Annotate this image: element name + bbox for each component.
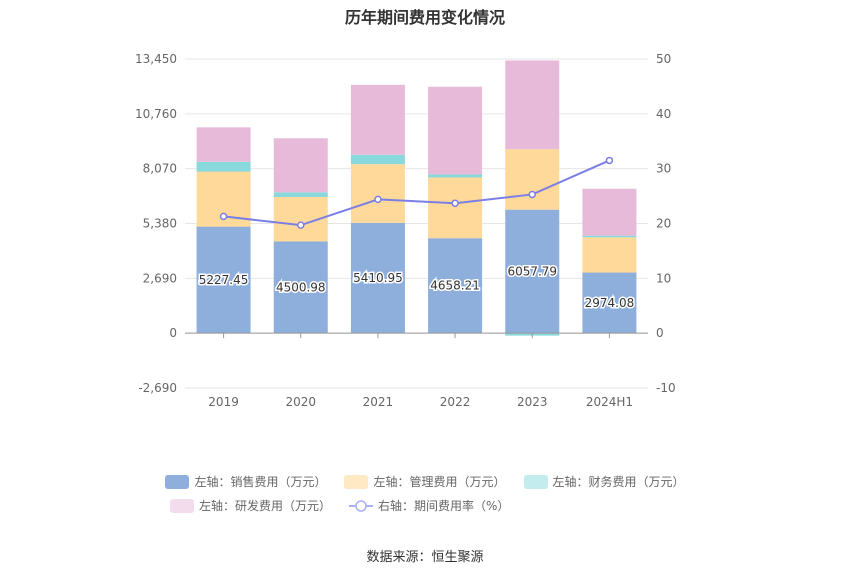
legend-swatch-sales (165, 474, 190, 489)
legend-swatch-rate (349, 499, 374, 512)
bar-rnd (273, 138, 328, 193)
bar-value-label: 5410.95 (353, 271, 403, 285)
bar-finance (196, 161, 251, 172)
source-note: 数据来源：恒生聚源 (366, 550, 484, 565)
legend-label-finance: 左轴：财务费用（万元） (552, 475, 685, 489)
bar-sales (582, 272, 637, 334)
bar-sales (273, 241, 328, 334)
bar-finance (350, 154, 405, 165)
legend-swatch-rnd (170, 498, 194, 513)
legend-item-rate[interactable]: 右轴：期间费用率（%） (349, 497, 509, 514)
x-tick-label: 2021 (363, 395, 394, 409)
bar-sales (350, 222, 405, 334)
legend-label-rate: 右轴：期间费用率（%） (378, 499, 510, 513)
left-tick-label: 10,760 (135, 107, 177, 121)
bar-value-label: 4658.21 (430, 279, 480, 293)
legend-item-finance[interactable]: 左轴：财务费用（万元） (523, 473, 685, 490)
left-tick-label: 8,070 (143, 162, 177, 176)
rate-point (605, 156, 614, 165)
left-tick-label: 0 (169, 326, 177, 340)
right-tick-label: 20 (656, 217, 671, 231)
right-tick-label: 50 (656, 52, 671, 66)
x-tick-label: 2020 (285, 395, 316, 409)
bar-admin (582, 237, 637, 273)
bar-value-label: 4500.98 (276, 280, 326, 294)
x-tick-label: 2024H1 (586, 395, 633, 409)
bar-rnd (505, 60, 560, 150)
bar-admin (350, 164, 405, 223)
rate-line (219, 156, 614, 229)
legend-item-sales[interactable]: 左轴：销售费用（万元） (165, 473, 326, 490)
chart-title: 历年期间费用变化情况 (344, 8, 505, 27)
legend-label-rnd: 左轴：研发费用（万元） (199, 499, 332, 513)
rate-series-line (223, 159, 610, 227)
rate-point (297, 221, 305, 229)
bar-value-label: 2974.08 (585, 296, 635, 310)
legend-row-2: 左轴：研发费用（万元） 右轴：期间费用率（%） (0, 497, 850, 514)
right-tick-label: 30 (656, 162, 671, 176)
rate-point (219, 212, 228, 221)
bar-value-label: 6057.79 (507, 264, 557, 278)
legend-row-1: 左轴：销售费用（万元） 左轴：管理费用（万元） 左轴：财务费用（万元） (0, 473, 850, 490)
grid-lines (185, 58, 648, 389)
left-axis: -2,690 0 2,690 5,380 8,070 10,760 13,450 (135, 52, 177, 395)
right-tick-label: -10 (656, 381, 676, 395)
data-labels: 5227.45 4500.98 5410.95 4658.21 6057.79 2974.… (197, 263, 635, 311)
rate-point (374, 195, 382, 204)
legend-swatch-finance (523, 474, 548, 489)
bar-finance (273, 192, 328, 197)
x-axis: 2019 2020 2021 2022 2023 2024H1 (185, 332, 648, 409)
bar-rnd (582, 188, 637, 236)
bar-sales (505, 209, 560, 334)
bar-finance (428, 174, 483, 178)
legend-item-rnd[interactable]: 左轴：研发费用（万元） (170, 497, 331, 514)
bars (196, 60, 637, 336)
legend-swatch-admin (344, 474, 369, 489)
bar-rnd (350, 84, 405, 155)
x-tick-label: 2022 (440, 395, 471, 409)
bar-value-label: 5227.45 (199, 273, 249, 287)
right-axis: -10 0 10 20 30 40 50 (656, 52, 676, 395)
bar-sales (428, 238, 483, 334)
right-tick-label: 10 (656, 271, 671, 285)
x-tick-label: 2019 (208, 395, 239, 409)
left-tick-label: 5,380 (143, 217, 177, 231)
bar-rnd (428, 86, 483, 175)
left-tick-label: -2,690 (138, 381, 177, 395)
legend-item-admin[interactable]: 左轴：管理费用（万元） (344, 473, 506, 490)
left-tick-label: 2,690 (143, 271, 177, 285)
bar-sales (196, 226, 251, 334)
left-tick-label: 13,450 (135, 52, 177, 66)
rate-point (528, 190, 536, 199)
bar-rnd (196, 127, 251, 162)
bar-admin (505, 149, 560, 210)
right-tick-label: 40 (656, 107, 671, 121)
bar-finance (582, 235, 637, 238)
right-tick-label: 0 (656, 326, 664, 340)
bar-admin (428, 177, 483, 239)
rate-point (451, 199, 459, 207)
legend-label-admin: 左轴：管理费用（万元） (373, 475, 506, 489)
legend-label-sales: 左轴：销售费用（万元） (194, 475, 327, 489)
x-tick-label: 2023 (517, 395, 548, 409)
